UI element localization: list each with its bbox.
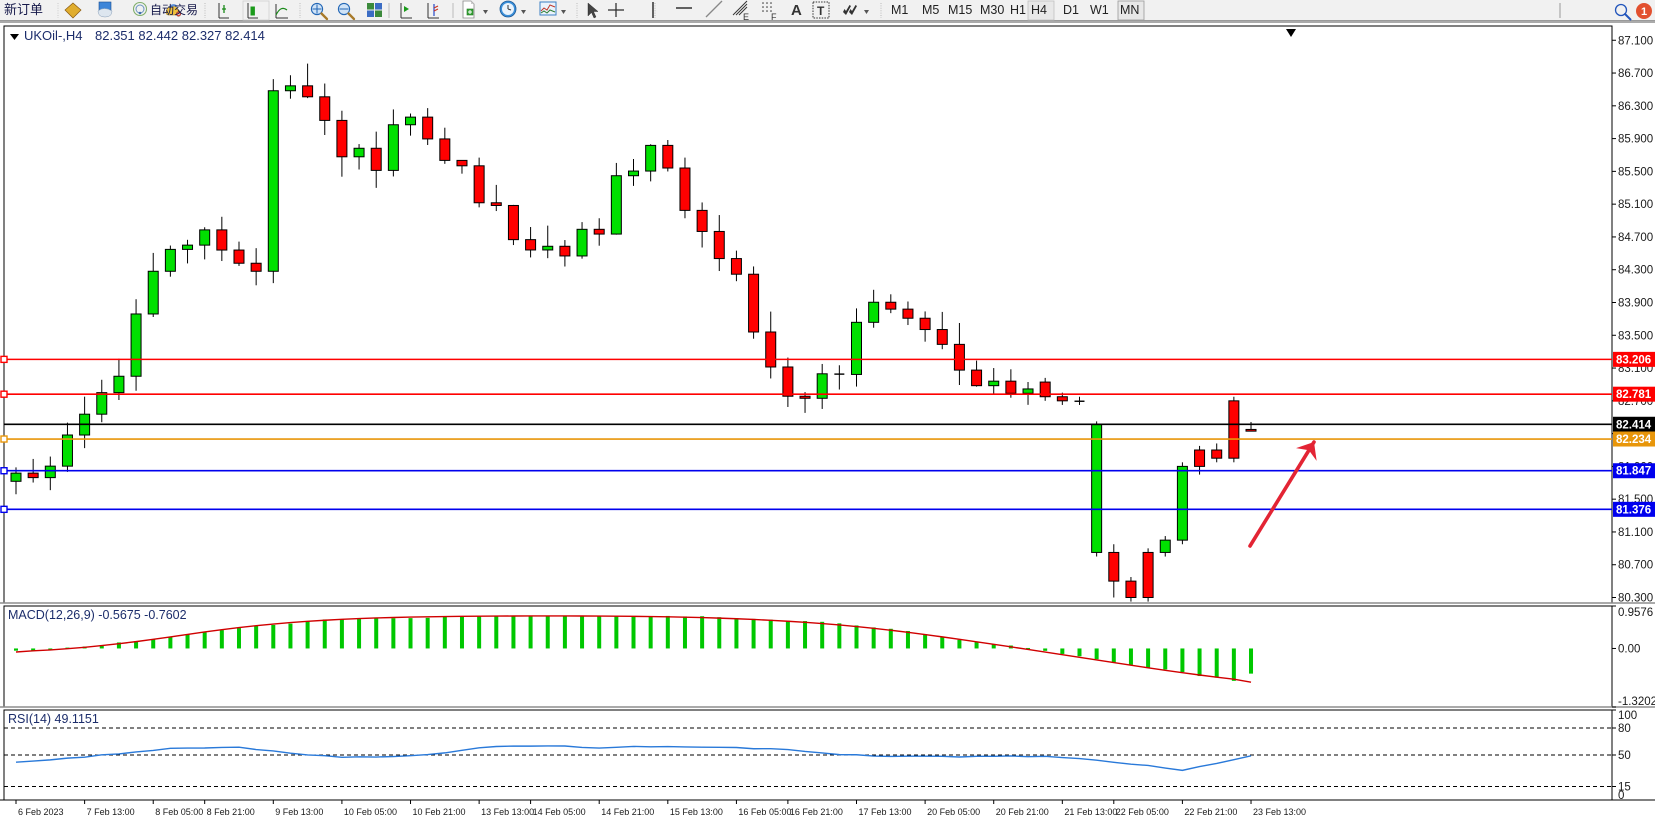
svg-text:83.206: 83.206: [1616, 354, 1651, 366]
svg-text:22 Feb 05:00: 22 Feb 05:00: [1116, 807, 1169, 817]
svg-text:81.100: 81.100: [1618, 527, 1653, 539]
svg-text:7 Feb 13:00: 7 Feb 13:00: [87, 807, 135, 817]
svg-text:10 Feb 05:00: 10 Feb 05:00: [344, 807, 397, 817]
svg-text:6 Feb 2023: 6 Feb 2023: [18, 807, 64, 817]
svg-text:13 Feb 13:00: 13 Feb 13:00: [481, 807, 534, 817]
svg-text:8 Feb 21:00: 8 Feb 21:00: [207, 807, 255, 817]
svg-text:-1.3202: -1.3202: [1618, 696, 1655, 708]
svg-text:100: 100: [1618, 710, 1637, 722]
svg-text:82.414: 82.414: [1616, 419, 1652, 431]
svg-text:RSI(14) 49.1151: RSI(14) 49.1151: [8, 712, 99, 726]
svg-text:0.00: 0.00: [1618, 643, 1640, 655]
svg-text:85.900: 85.900: [1618, 134, 1653, 146]
svg-text:80.300: 80.300: [1618, 593, 1653, 605]
svg-text:0.9576: 0.9576: [1618, 607, 1653, 619]
svg-text:87.100: 87.100: [1618, 35, 1653, 47]
svg-text:15 Feb 13:00: 15 Feb 13:00: [670, 807, 723, 817]
svg-text:81.847: 81.847: [1616, 466, 1651, 478]
svg-text:UKOil-,H4: UKOil-,H4: [24, 28, 83, 43]
svg-text:86.300: 86.300: [1618, 101, 1653, 113]
svg-text:16 Feb 21:00: 16 Feb 21:00: [790, 807, 843, 817]
svg-text:20 Feb 21:00: 20 Feb 21:00: [996, 807, 1049, 817]
svg-text:82.781: 82.781: [1616, 389, 1652, 401]
svg-text:14 Feb 05:00: 14 Feb 05:00: [533, 807, 586, 817]
svg-text:80: 80: [1618, 723, 1631, 735]
svg-text:10 Feb 21:00: 10 Feb 21:00: [413, 807, 466, 817]
svg-text:8 Feb 05:00: 8 Feb 05:00: [155, 807, 203, 817]
svg-text:9 Feb 13:00: 9 Feb 13:00: [275, 807, 323, 817]
svg-text:83.900: 83.900: [1618, 297, 1653, 309]
svg-text:50: 50: [1618, 750, 1631, 762]
svg-text:16 Feb 05:00: 16 Feb 05:00: [738, 807, 791, 817]
svg-text:81.376: 81.376: [1616, 504, 1651, 516]
svg-text:82.234: 82.234: [1616, 434, 1652, 446]
svg-text:14 Feb 21:00: 14 Feb 21:00: [601, 807, 654, 817]
svg-text:22 Feb 21:00: 22 Feb 21:00: [1184, 807, 1237, 817]
svg-text:86.700: 86.700: [1618, 68, 1653, 80]
svg-text:85.500: 85.500: [1618, 166, 1653, 178]
svg-text:23 Feb 13:00: 23 Feb 13:00: [1253, 807, 1306, 817]
svg-text:83.500: 83.500: [1618, 330, 1653, 342]
svg-text:82.351 82.442 82.327 82.414: 82.351 82.442 82.327 82.414: [95, 28, 265, 43]
svg-text:80.700: 80.700: [1618, 560, 1653, 572]
svg-text:MACD(12,26,9) -0.5675 -0.7602: MACD(12,26,9) -0.5675 -0.7602: [8, 608, 187, 622]
svg-text:84.300: 84.300: [1618, 265, 1653, 277]
svg-text:20 Feb 05:00: 20 Feb 05:00: [927, 807, 980, 817]
svg-text:85.100: 85.100: [1618, 199, 1653, 211]
svg-text:17 Feb 13:00: 17 Feb 13:00: [858, 807, 911, 817]
svg-text:84.700: 84.700: [1618, 232, 1653, 244]
svg-text:21 Feb 13:00: 21 Feb 13:00: [1064, 807, 1117, 817]
